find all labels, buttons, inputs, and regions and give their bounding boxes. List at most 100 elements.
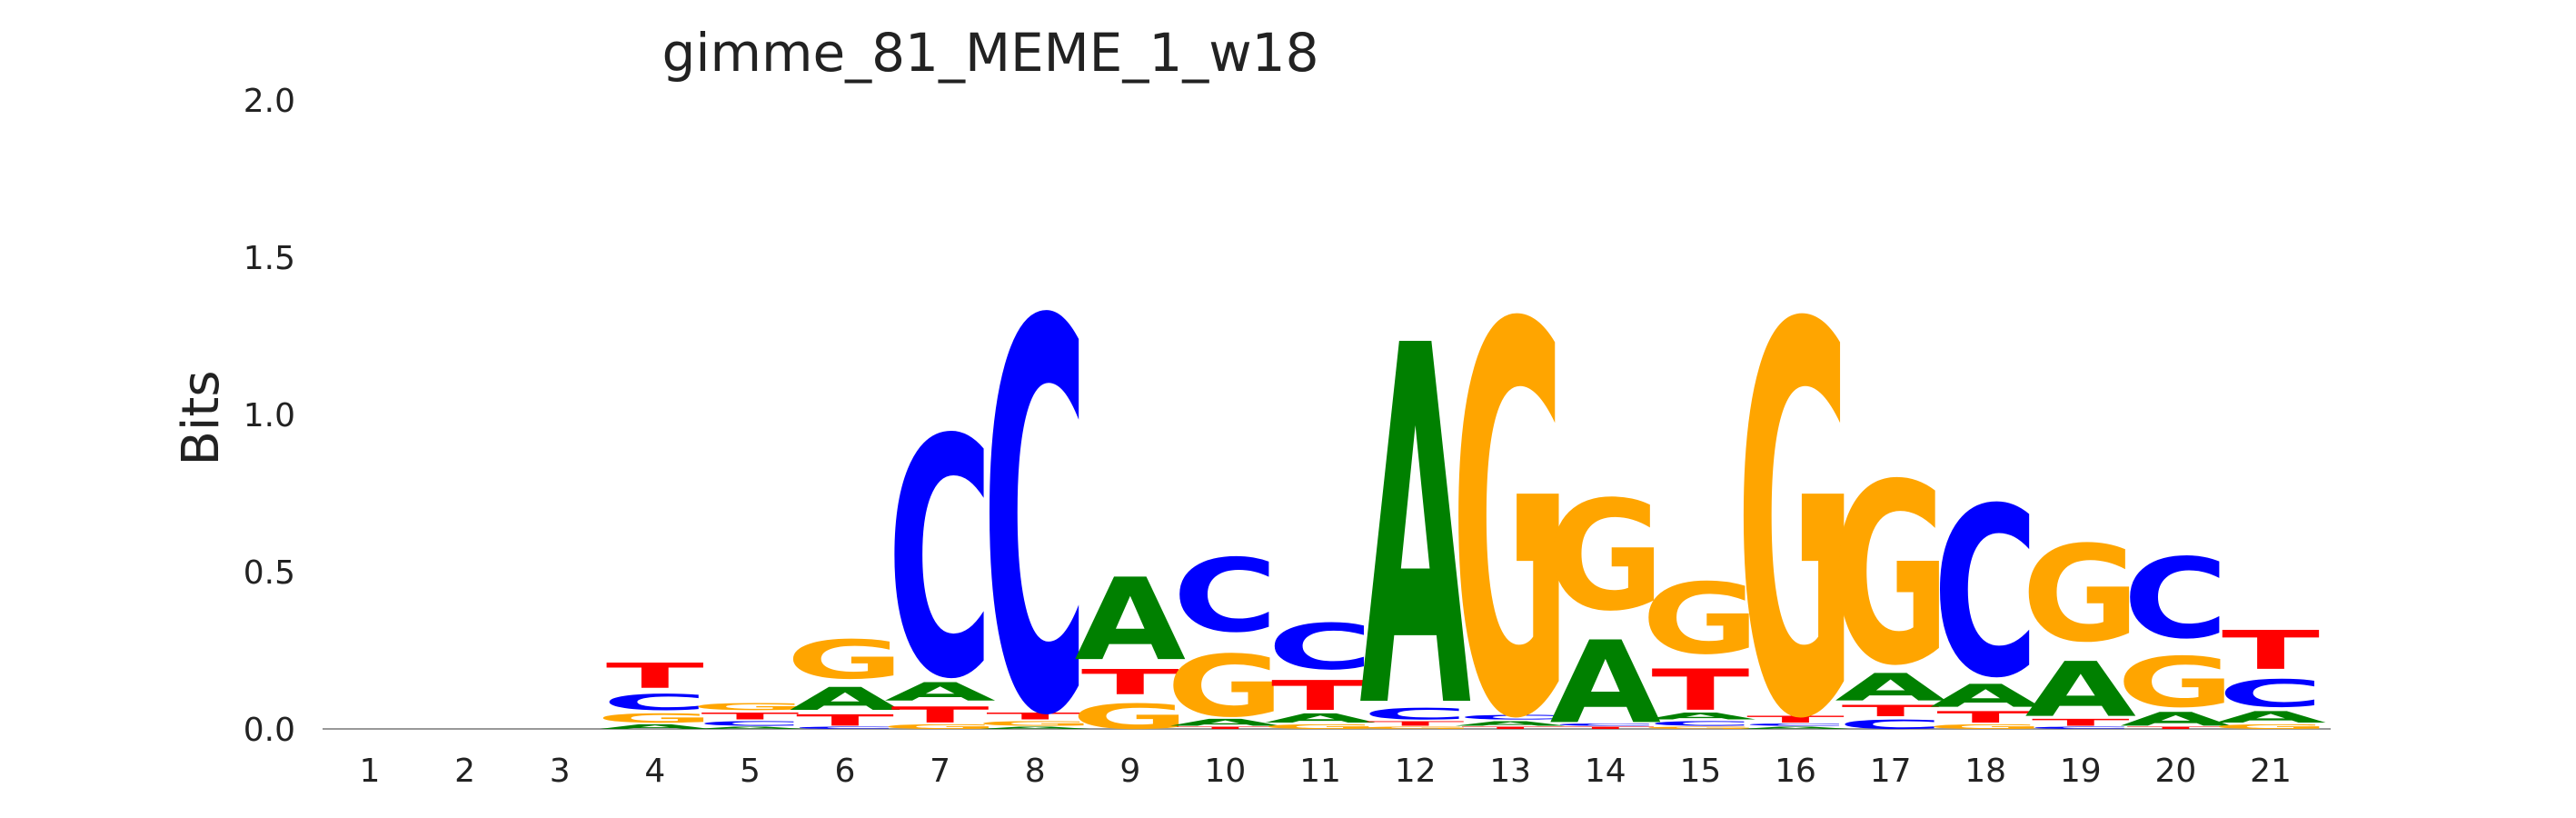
- logo-letter: A: [1645, 711, 1756, 722]
- logo-letter: C: [2123, 535, 2228, 663]
- logo-letter: G: [1451, 214, 1569, 818]
- x-tick-label: 4: [644, 753, 665, 790]
- x-tick-label: 5: [740, 753, 761, 790]
- y-tick-label: 0.0: [244, 712, 295, 749]
- logo-letter: G: [1357, 726, 1475, 730]
- logo-letter: A: [600, 723, 711, 731]
- logo-letter: G: [1926, 723, 2044, 731]
- y-tick-label: 0.5: [244, 554, 295, 592]
- x-tick-label: 1: [360, 753, 381, 790]
- logo-letter: C: [2218, 673, 2323, 716]
- logo-letter: C: [792, 726, 898, 730]
- logo-letter: G: [976, 720, 1094, 727]
- logo-letter: T: [2126, 726, 2224, 730]
- logo-letter: A: [1169, 717, 1281, 728]
- logo-letter: A: [2120, 708, 2232, 730]
- logo-letter: C: [1172, 538, 1278, 655]
- x-tick-label: 15: [1679, 753, 1721, 790]
- x-tick-label: 8: [1025, 753, 1046, 790]
- logo-stacks: AGCTACTGCTAGGTACAGTCGTATAGCGATCGTCATACGT…: [596, 210, 2330, 818]
- logo-letter: G: [1832, 431, 1950, 720]
- logo-letter: G: [1261, 723, 1379, 731]
- logo-letter: A: [2215, 708, 2327, 726]
- logo-letter: T: [1271, 673, 1369, 720]
- logo-letter: G: [2022, 517, 2140, 671]
- logo-letter: T: [2222, 620, 2320, 682]
- logo-letter: T: [891, 702, 990, 727]
- logo-letter: A: [1930, 678, 2042, 714]
- logo-letter: C: [982, 210, 1088, 818]
- logo-letter: C: [887, 370, 992, 751]
- logo-letter: C: [697, 720, 802, 727]
- x-tick-label: 19: [2060, 753, 2102, 790]
- logo-letter: T: [1651, 657, 1749, 723]
- logo-letter: T: [2032, 717, 2130, 728]
- logo-letter: G: [1071, 697, 1189, 737]
- logo-letter: C: [1553, 723, 1658, 726]
- x-tick-label: 11: [1299, 753, 1341, 790]
- x-tick-label: 14: [1585, 753, 1626, 790]
- x-tick-label: 18: [1964, 753, 2006, 790]
- logo-letter: G: [1736, 214, 1855, 818]
- logo-letter: G: [786, 629, 904, 691]
- logo-letter: T: [986, 711, 1084, 722]
- logo-letter: G: [596, 711, 714, 725]
- x-tick-label: 9: [1119, 753, 1140, 790]
- logo-letter: C: [1457, 713, 1563, 721]
- logo-letter: C: [1837, 717, 1943, 732]
- logo-letter: A: [1835, 666, 1946, 710]
- logo-letter: G: [2212, 723, 2330, 731]
- x-tick-label: 12: [1395, 753, 1437, 790]
- logo-letter: A: [980, 726, 1091, 730]
- x-axis-ticks: 1 2 3 4 5 6 7 8 9 10 11 12 13 14 15 16 17 18 19 20 21: [360, 753, 2292, 790]
- logo-letter: T: [701, 711, 799, 722]
- logo-letter: T: [1367, 720, 1465, 727]
- logo-letter: G: [2116, 643, 2234, 723]
- x-tick-label: 7: [930, 753, 950, 790]
- logo-letter: C: [1743, 723, 1848, 726]
- x-tick-label: 21: [2250, 753, 2292, 790]
- logo-letter: T: [1557, 726, 1655, 730]
- logo-letter: T: [1176, 726, 1274, 730]
- logo-letter: G: [1547, 469, 1665, 644]
- x-tick-label: 2: [454, 753, 475, 790]
- y-tick-label: 1.5: [244, 240, 295, 277]
- logo-letter: T: [1842, 702, 1940, 720]
- logo-letter: A: [694, 726, 806, 730]
- chart-title: gimme_81_MEME_1_w18: [662, 22, 1319, 84]
- x-tick-label: 20: [2154, 753, 2196, 790]
- logo-letter: C: [1268, 611, 1373, 683]
- logo-letter: G: [881, 723, 1000, 731]
- x-tick-label: 3: [550, 753, 571, 790]
- x-tick-label: 16: [1775, 753, 1816, 790]
- logo-letter: C: [602, 690, 708, 715]
- logo-letter: T: [1746, 713, 1845, 724]
- logo-letter: A: [790, 681, 901, 717]
- x-tick-label: 10: [1204, 753, 1246, 790]
- logo-letter: G: [1641, 562, 1759, 675]
- x-tick-label: 13: [1489, 753, 1531, 790]
- x-tick-label: 6: [835, 753, 856, 790]
- logo-stack: GTA: [1071, 554, 1189, 737]
- logo-letter: T: [1081, 663, 1179, 703]
- logo-letter: G: [1166, 637, 1284, 736]
- logo-letter: A: [2025, 646, 2137, 734]
- logo-letter: C: [1933, 459, 2038, 730]
- logo-letter: T: [1936, 708, 2034, 726]
- logo-letter: T: [796, 711, 894, 729]
- logo-letter: A: [1455, 720, 1566, 727]
- y-axis-label: Bits: [172, 370, 231, 465]
